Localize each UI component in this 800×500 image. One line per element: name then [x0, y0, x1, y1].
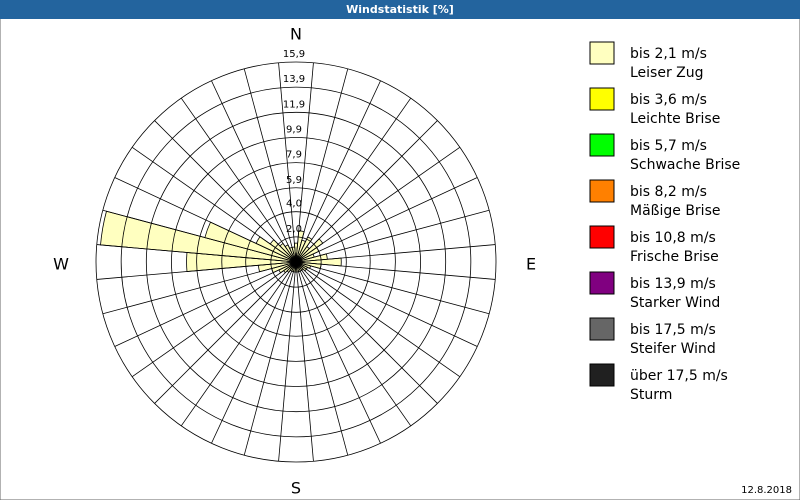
- spoke: [295, 80, 381, 263]
- legend-swatch: [589, 41, 615, 65]
- legend-swatch: [589, 179, 615, 203]
- spoke: [295, 120, 438, 263]
- ring-label: 4,0: [286, 199, 302, 210]
- grid-ring: [196, 162, 396, 362]
- spoke: [96, 261, 297, 280]
- spoke: [102, 209, 297, 263]
- legend-swatch: [589, 363, 615, 387]
- legend-swatch: [589, 225, 615, 249]
- grid-ring: [145, 111, 447, 413]
- spoke: [131, 261, 297, 378]
- legend-description: Schwache Brise: [630, 157, 740, 173]
- compass-label: W: [53, 255, 69, 274]
- grid-ring: [95, 61, 497, 463]
- spoke: [154, 120, 297, 263]
- spoke: [295, 146, 461, 263]
- spoke: [295, 261, 461, 378]
- spoke: [295, 62, 314, 263]
- spoke: [295, 97, 412, 263]
- spoke: [131, 146, 297, 263]
- legend-description: Steifer Wind: [630, 341, 716, 357]
- title-bar: [0, 0, 800, 19]
- legend-description: Leiser Zug: [630, 65, 704, 81]
- legend-label: bis 3,6 m/s: [630, 92, 707, 108]
- spoke: [295, 261, 478, 347]
- spoke: [295, 68, 349, 263]
- spoke: [295, 261, 381, 444]
- spoke: [295, 177, 478, 263]
- spoke: [295, 261, 412, 427]
- spoke: [243, 261, 297, 456]
- spoke: [295, 261, 438, 404]
- spoke: [295, 261, 314, 462]
- spoke: [278, 62, 297, 263]
- legend-swatch: [589, 87, 615, 111]
- spoke: [295, 261, 349, 456]
- ring-label: 15,9: [283, 49, 305, 60]
- legend-label: bis 2,1 m/s: [630, 46, 707, 62]
- grid-ring: [270, 236, 322, 288]
- grid-ring: [221, 187, 371, 337]
- grid-ring: [171, 137, 421, 387]
- spoke: [154, 261, 297, 404]
- spoke: [243, 68, 297, 263]
- compass-label: S: [291, 479, 301, 498]
- legend-description: Mäßige Brise: [630, 203, 720, 219]
- legend-label: bis 8,2 m/s: [630, 184, 707, 200]
- ring-label: 13,9: [283, 74, 305, 85]
- spoke: [295, 261, 490, 315]
- legend-description: Leichte Brise: [630, 111, 720, 127]
- date: 12.8.2018: [741, 485, 792, 496]
- legend-label: bis 5,7 m/s: [630, 138, 707, 154]
- spoke: [211, 80, 297, 263]
- spoke: [180, 97, 297, 263]
- chart-title: Windstatistik [%]: [346, 3, 454, 16]
- ring-label: 5,9: [286, 175, 302, 186]
- legend-swatch: [589, 271, 615, 295]
- ring-label: 11,9: [283, 99, 305, 110]
- spoke: [180, 261, 297, 427]
- ring-label: 9,9: [286, 124, 302, 135]
- legend-label: bis 13,9 m/s: [630, 276, 716, 292]
- spoke: [114, 177, 297, 263]
- spoke: [295, 261, 496, 280]
- legend-swatch: [589, 133, 615, 157]
- grid-ring: [245, 211, 347, 313]
- spoke: [102, 261, 297, 315]
- spoke: [295, 209, 490, 263]
- spoke: [211, 261, 297, 444]
- spoke: [278, 261, 297, 462]
- legend-label: bis 17,5 m/s: [630, 322, 716, 338]
- spoke: [295, 244, 496, 263]
- grid-ring: [120, 86, 472, 438]
- legend-swatch: [589, 317, 615, 341]
- compass-label: E: [526, 255, 536, 274]
- legend-label: über 17,5 m/s: [630, 368, 728, 384]
- legend-description: Starker Wind: [630, 295, 720, 311]
- ring-label: 2,0: [286, 224, 302, 235]
- ring-label: 7,9: [286, 150, 302, 161]
- legend-description: Sturm: [630, 387, 672, 403]
- spoke: [96, 244, 297, 263]
- spoke: [114, 261, 297, 347]
- compass-label: N: [290, 25, 302, 44]
- legend-description: Frische Brise: [630, 249, 719, 265]
- legend-label: bis 10,8 m/s: [630, 230, 716, 246]
